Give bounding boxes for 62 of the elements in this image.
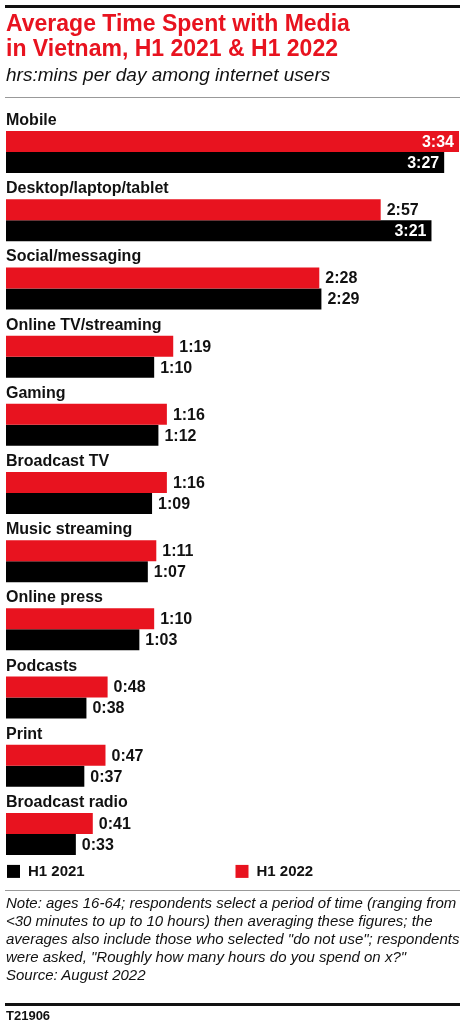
y-tick-label: Mobile <box>6 111 57 129</box>
bar <box>6 424 159 446</box>
bar <box>6 833 76 855</box>
data-label: 3:34 <box>421 133 455 150</box>
bar <box>6 131 459 153</box>
data-label: 2:28 <box>325 269 358 287</box>
y-tick-label: Online TV/streaming <box>6 315 162 333</box>
bar <box>6 199 381 221</box>
y-tick-label: Broadcast radio <box>6 792 129 810</box>
data-label: 0:47 <box>111 746 144 764</box>
data-label: 1:16 <box>172 405 205 423</box>
data-label: 0:37 <box>90 767 123 785</box>
data-label: 1:10 <box>160 358 193 376</box>
data-label: 1:03 <box>145 631 178 649</box>
y-tick-label: Social/messaging <box>6 247 142 265</box>
data-label: 1:19 <box>179 337 212 355</box>
data-label: 3:27 <box>407 154 440 171</box>
data-label: 2:29 <box>327 290 360 308</box>
y-tick-label: Broadcast TV <box>6 452 110 469</box>
bar <box>6 561 148 583</box>
bar <box>6 608 155 630</box>
y-tick-label: Music streaming <box>6 520 133 538</box>
source-note: Source: August 2022 <box>5 966 147 984</box>
bar <box>6 812 93 834</box>
bar <box>6 288 322 310</box>
data-label: 1:16 <box>172 473 205 491</box>
y-tick-label: Podcasts <box>6 656 78 674</box>
bar <box>6 676 108 698</box>
y-tick-label: Online press <box>6 588 104 606</box>
bar <box>6 697 87 719</box>
bar <box>6 220 432 242</box>
bar <box>6 540 157 562</box>
legend-label: H1 2021 <box>28 862 85 880</box>
chart-subtitle: hrs:mins per day among internet users <box>5 64 460 98</box>
data-label: 1:09 <box>158 494 191 512</box>
data-label: 1:07 <box>153 563 186 581</box>
legend-label: H1 2022 <box>256 862 314 880</box>
bar <box>6 493 153 514</box>
chart-title: Average Time Spent with Media in Vietnam, H1 2021 & H1 2022 <box>5 10 351 61</box>
bar <box>6 403 167 425</box>
data-label: 0:48 <box>113 678 146 696</box>
y-tick-label: Gaming <box>6 383 66 401</box>
data-label: 1:10 <box>160 610 193 628</box>
bar <box>6 744 106 766</box>
bar <box>6 356 155 378</box>
text: Note: ages 16-64; respondents select a period of time (ranging from <30 minutes to up to 10 hours) then averaging these figures; the averages also include those who selected "do not use"; respondents were asked, "Roughly how many hours do you spend on x?" <box>5 894 460 966</box>
bar <box>6 629 140 651</box>
data-label: 2:57 <box>386 201 419 219</box>
data-label: 1:11 <box>162 542 194 560</box>
data-label: 1:12 <box>164 426 197 444</box>
y-tick-label: Print <box>6 724 44 742</box>
bar <box>6 472 167 493</box>
bar <box>6 267 320 289</box>
data-label: 0:41 <box>98 814 131 832</box>
bar <box>6 765 85 787</box>
data-label: 0:38 <box>92 699 125 717</box>
text: T21906 <box>5 1008 51 1023</box>
data-label: 0:33 <box>81 835 114 853</box>
bar <box>6 335 174 357</box>
y-tick-label: Desktop/laptop/tablet <box>6 179 170 197</box>
bar <box>6 152 445 174</box>
data-label: 3:21 <box>394 222 427 240</box>
